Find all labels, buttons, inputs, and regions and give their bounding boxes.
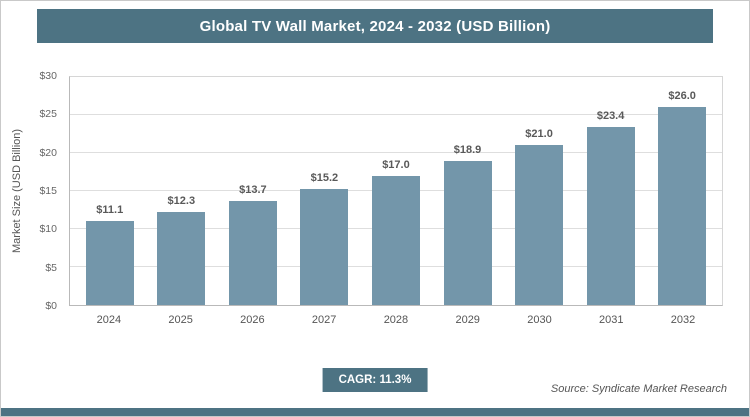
x-tick-label: 2025 bbox=[168, 314, 193, 326]
x-tick-label: 2029 bbox=[455, 314, 480, 326]
bar bbox=[371, 175, 420, 305]
y-tick-label: $25 bbox=[39, 108, 57, 121]
bar-value-label: $13.7 bbox=[239, 183, 267, 196]
bar-slot: $26.0 bbox=[647, 77, 717, 305]
gridline bbox=[70, 152, 722, 154]
x-axis-ticks: 2024 2025 2026 2027 2028 2029 2030 2031 2032 bbox=[69, 314, 723, 326]
bar-slot: $23.4 bbox=[576, 77, 646, 305]
bar bbox=[658, 107, 707, 305]
bar-slot: $15.2 bbox=[289, 77, 359, 305]
cagr-badge: CAGR: 11.3% bbox=[322, 368, 428, 392]
bar-value-label: $26.0 bbox=[668, 90, 696, 103]
bar-value-label: $15.2 bbox=[310, 172, 339, 185]
bar-slot: $11.1 bbox=[75, 77, 145, 305]
bar-slot: $21.0 bbox=[504, 77, 574, 305]
bar-value-label: $17.0 bbox=[382, 158, 410, 171]
plot-area: $11.1 $12.3 $13.7 $15.2 $17.0 $18.9 $21.0 $23.4… bbox=[69, 76, 723, 306]
x-tick-label: 2028 bbox=[383, 314, 409, 326]
bar-slot: $13.7 bbox=[218, 77, 288, 305]
bar-value-label: $11.1 bbox=[96, 203, 124, 216]
bar-slot: $18.9 bbox=[433, 77, 503, 305]
bar-value-label: $12.3 bbox=[167, 194, 196, 207]
bars-container: $11.1 $12.3 $13.7 $15.2 $17.0 $18.9 $21.0 $23.4… bbox=[70, 77, 722, 305]
bar-slot: $12.3 bbox=[146, 77, 216, 305]
y-tick-label: $30 bbox=[39, 70, 57, 82]
bar-value-label: $18.9 bbox=[453, 144, 482, 157]
x-tick-label: 2031 bbox=[598, 314, 624, 326]
bottom-strip bbox=[1, 408, 749, 416]
gridline bbox=[70, 114, 722, 115]
x-tick-label: 2027 bbox=[311, 314, 337, 326]
chart-title: Global TV Wall Market, 2024 - 2032 (USD … bbox=[199, 17, 551, 35]
y-axis-ticks: $0 $5 $10 $15 $20 $25 $30 bbox=[1, 70, 65, 312]
x-tick-label: 2030 bbox=[527, 314, 552, 326]
bar-value-label: $21.0 bbox=[525, 128, 553, 141]
title-bar: Global TV Wall Market, 2024 - 2032 (USD … bbox=[37, 9, 713, 43]
x-tick-label: 2026 bbox=[240, 314, 265, 326]
x-tick-label: 2032 bbox=[670, 314, 696, 326]
bar bbox=[85, 220, 134, 305]
bar-value-label: $23.4 bbox=[596, 110, 625, 123]
bar bbox=[157, 211, 206, 305]
source-text: Source: Syndicate Market Research bbox=[550, 383, 727, 395]
y-tick-label: $5 bbox=[45, 261, 57, 274]
bar bbox=[586, 127, 635, 305]
y-tick-label: $10 bbox=[39, 223, 57, 236]
bar bbox=[515, 145, 564, 305]
x-tick-label: 2024 bbox=[96, 314, 122, 326]
y-tick-label: $20 bbox=[39, 146, 57, 159]
y-tick-label: $15 bbox=[39, 185, 57, 197]
bar bbox=[443, 161, 492, 305]
bar bbox=[300, 189, 349, 305]
y-tick-label: $0 bbox=[45, 300, 57, 312]
bar bbox=[228, 200, 277, 305]
bar-slot: $17.0 bbox=[361, 77, 431, 305]
